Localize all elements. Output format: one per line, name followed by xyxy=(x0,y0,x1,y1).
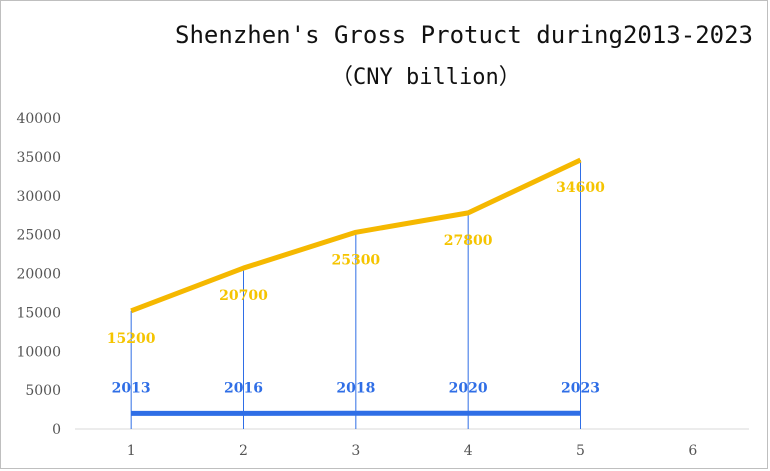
y-tick-label-1: 5000 xyxy=(25,383,61,399)
gdp-data-label-2: 25300 xyxy=(331,252,380,268)
year-data-label-2: 2018 xyxy=(336,380,375,396)
gdp-data-label-0: 15200 xyxy=(107,331,156,347)
x-tick-label-3: 4 xyxy=(464,443,473,459)
y-tick-label-6: 30000 xyxy=(16,189,61,205)
x-tick-label-0: 1 xyxy=(127,443,136,459)
year-data-label-4: 2023 xyxy=(561,380,600,396)
y-tick-label-3: 15000 xyxy=(16,305,61,321)
year-data-label-0: 2013 xyxy=(112,380,151,396)
gdp-series-line xyxy=(130,157,582,314)
x-tick-label-5: 6 xyxy=(688,443,697,459)
chart-subtitle: （CNY billion） xyxy=(331,65,521,90)
y-tick-label-2: 10000 xyxy=(16,344,61,360)
y-tick-label-4: 20000 xyxy=(16,267,61,283)
y-tick-label-8: 40000 xyxy=(16,111,61,127)
y-tick-label-0: 0 xyxy=(52,422,61,438)
chart-title: Shenzhen's Gross Protuct during2013-2023 xyxy=(175,21,753,49)
y-tick-label-7: 35000 xyxy=(16,150,61,166)
year-data-label-3: 2020 xyxy=(449,380,488,396)
x-tick-label-1: 2 xyxy=(239,443,248,459)
gdp-data-label-3: 27800 xyxy=(444,233,493,249)
gdp-data-label-1: 20700 xyxy=(219,288,268,304)
x-tick-label-4: 5 xyxy=(576,443,585,459)
x-tick-label-2: 3 xyxy=(351,443,360,459)
y-tick-label-5: 25000 xyxy=(16,228,61,244)
year-data-label-1: 2016 xyxy=(224,380,263,396)
gdp-data-label-4: 34600 xyxy=(556,180,605,196)
